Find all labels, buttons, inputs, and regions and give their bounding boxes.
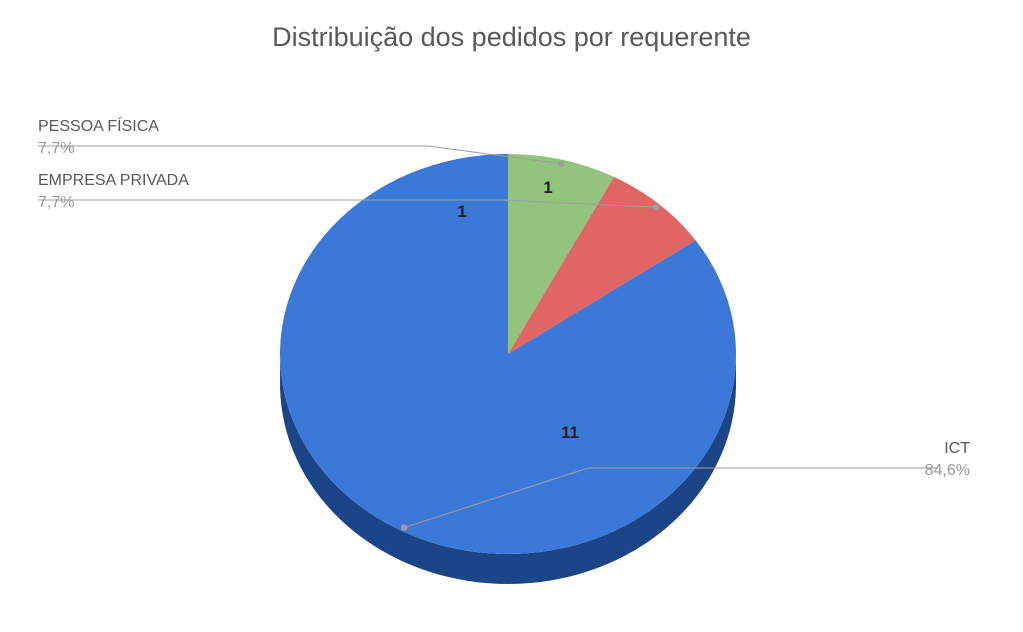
- slice-percent-label: 84,6%: [925, 462, 970, 480]
- leader-dot: [401, 524, 407, 530]
- leader-dot: [558, 160, 564, 166]
- slice-value-label: 1: [457, 202, 466, 221]
- slice-category-label: PESSOA FÍSICA: [38, 118, 159, 136]
- slice-value-label: 1: [543, 178, 552, 197]
- slice-category-label: ICT: [944, 440, 970, 458]
- slice-value-label: 11: [561, 423, 579, 442]
- slice-category-label: EMPRESA PRIVADA: [38, 172, 189, 190]
- slice-percent-label: 7,7%: [38, 194, 74, 212]
- slice-percent-label: 7,7%: [38, 140, 74, 158]
- pie-chart: 1111: [0, 0, 1023, 632]
- leader-dot: [653, 204, 659, 210]
